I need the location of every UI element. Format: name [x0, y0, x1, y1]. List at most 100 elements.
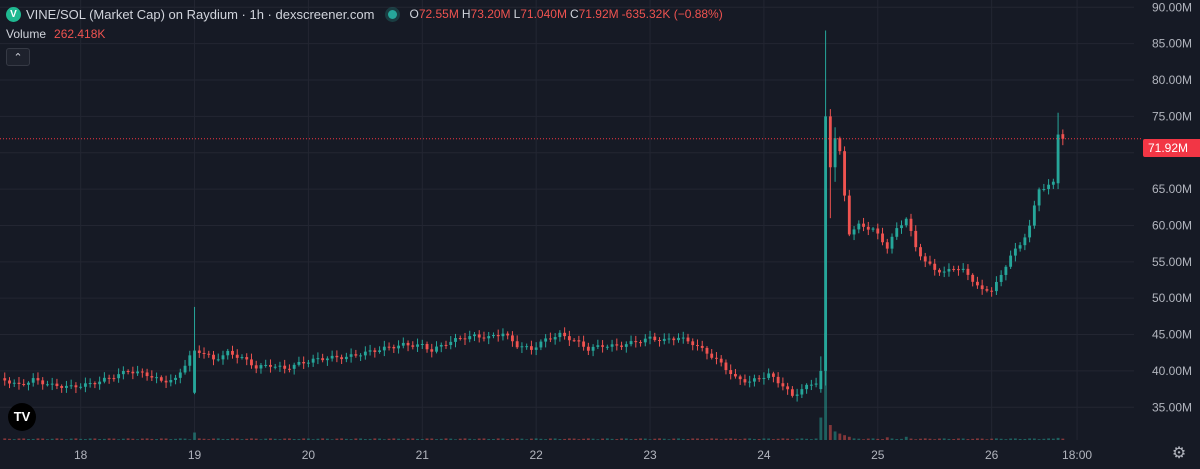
candle-body: [762, 377, 766, 379]
candle-body: [392, 346, 396, 349]
volume-bar: [729, 438, 733, 440]
x-tick-label: 23: [643, 448, 657, 462]
volume-bar: [392, 438, 396, 440]
candle-body: [781, 383, 785, 387]
candle-body: [715, 357, 718, 359]
candle-body: [838, 138, 842, 152]
candle-body: [102, 377, 106, 382]
candle-body: [866, 226, 870, 230]
candle-body: [278, 365, 282, 367]
candle-body: [776, 376, 780, 384]
volume-bar: [311, 439, 315, 440]
volume-bar: [321, 438, 325, 440]
volume-bar: [843, 435, 846, 440]
candle-body: [648, 336, 652, 339]
price-axis: 35.00M 40.00M 45.00M 50.00M 55.00M 60.00M 65.0…: [1152, 0, 1192, 414]
candle-body: [800, 389, 804, 395]
candle-body: [492, 335, 495, 337]
y-tick-label: 65.00M: [1152, 182, 1192, 196]
volume-bar: [776, 438, 780, 440]
candle-body: [1037, 189, 1041, 206]
volume-bar: [909, 438, 913, 440]
settings-gear-icon[interactable]: ⚙: [1171, 445, 1187, 462]
volume-bar: [994, 438, 998, 440]
y-tick-label: 75.00M: [1152, 109, 1192, 123]
candle-body: [677, 337, 680, 341]
volume-bar: [582, 438, 586, 440]
volume-bar: [838, 433, 842, 440]
volume-bar: [278, 439, 282, 440]
volume-bar: [544, 439, 548, 440]
candle-body: [966, 268, 970, 275]
volume-bar: [269, 438, 272, 440]
candle-body: [79, 386, 83, 388]
volume-bar: [140, 438, 144, 440]
volume-bar: [767, 438, 771, 440]
volume-label: Volume: [6, 27, 47, 41]
volume-bar: [715, 438, 718, 440]
volume-bar: [990, 438, 994, 440]
candle-body: [843, 151, 846, 196]
candle-body: [31, 378, 35, 383]
candle-body: [378, 350, 382, 352]
candle-body: [425, 343, 429, 350]
volume-bar: [330, 439, 334, 440]
volume-bar: [691, 438, 695, 440]
volume-bar: [734, 438, 737, 440]
volume-bar: [757, 438, 761, 440]
volume-bar: [1042, 438, 1046, 440]
volume-bar: [933, 439, 937, 440]
candle-body: [254, 365, 258, 369]
volume-bar: [126, 438, 130, 440]
candle-body: [900, 225, 903, 229]
volume-bar: [658, 438, 661, 440]
candle-body: [359, 355, 363, 357]
volume-bar: [150, 438, 154, 440]
chart-title[interactable]: VINE/SOL (Market Cap) on Raydium · 1h · …: [26, 6, 375, 22]
candle-body: [458, 338, 462, 340]
y-tick-label: 35.00M: [1152, 400, 1192, 414]
volume-bar: [79, 438, 83, 440]
candle-body: [401, 342, 405, 346]
candle-body: [520, 346, 524, 348]
volume-bar: [724, 438, 728, 440]
volume-bar: [629, 439, 633, 440]
volume-bar: [74, 438, 78, 440]
volume-bar: [463, 438, 467, 440]
volume-bar: [473, 439, 476, 440]
candle-body: [923, 256, 927, 262]
volume-bar: [710, 438, 714, 440]
volume-bar: [112, 438, 116, 440]
candle-body: [624, 344, 628, 347]
tradingview-logo-icon[interactable]: TV: [8, 403, 36, 431]
volume-bar: [866, 438, 870, 440]
volume-bar: [306, 438, 310, 440]
candle-body: [178, 372, 182, 378]
volume-bar: [591, 438, 595, 440]
volume-bar: [966, 439, 970, 440]
candle-body: [881, 233, 884, 243]
x-tick-label: 21: [416, 448, 430, 462]
volume-bar: [895, 439, 899, 440]
candle-body: [705, 347, 709, 354]
volume-bar: [605, 438, 609, 440]
volume-bar: [325, 438, 329, 440]
volume-legend[interactable]: Volume 262.418K: [6, 27, 105, 41]
y-tick-label: 80.00M: [1152, 73, 1192, 87]
candle-body: [567, 336, 571, 341]
volume-bar: [506, 439, 510, 440]
volume-bar: [197, 438, 201, 440]
volume-bar: [458, 438, 462, 440]
market-status-icon[interactable]: [388, 9, 398, 19]
x-tick-label: 18: [74, 448, 88, 462]
volume-bar: [363, 439, 367, 440]
candle-body: [126, 371, 130, 373]
candle-body: [50, 383, 54, 385]
volume-bar: [492, 438, 495, 440]
candle-body: [131, 371, 135, 374]
collapse-legend-button[interactable]: ⌃: [6, 48, 30, 66]
candle-body: [1013, 248, 1017, 256]
volume-bar: [107, 438, 111, 440]
candle-body: [653, 336, 657, 341]
